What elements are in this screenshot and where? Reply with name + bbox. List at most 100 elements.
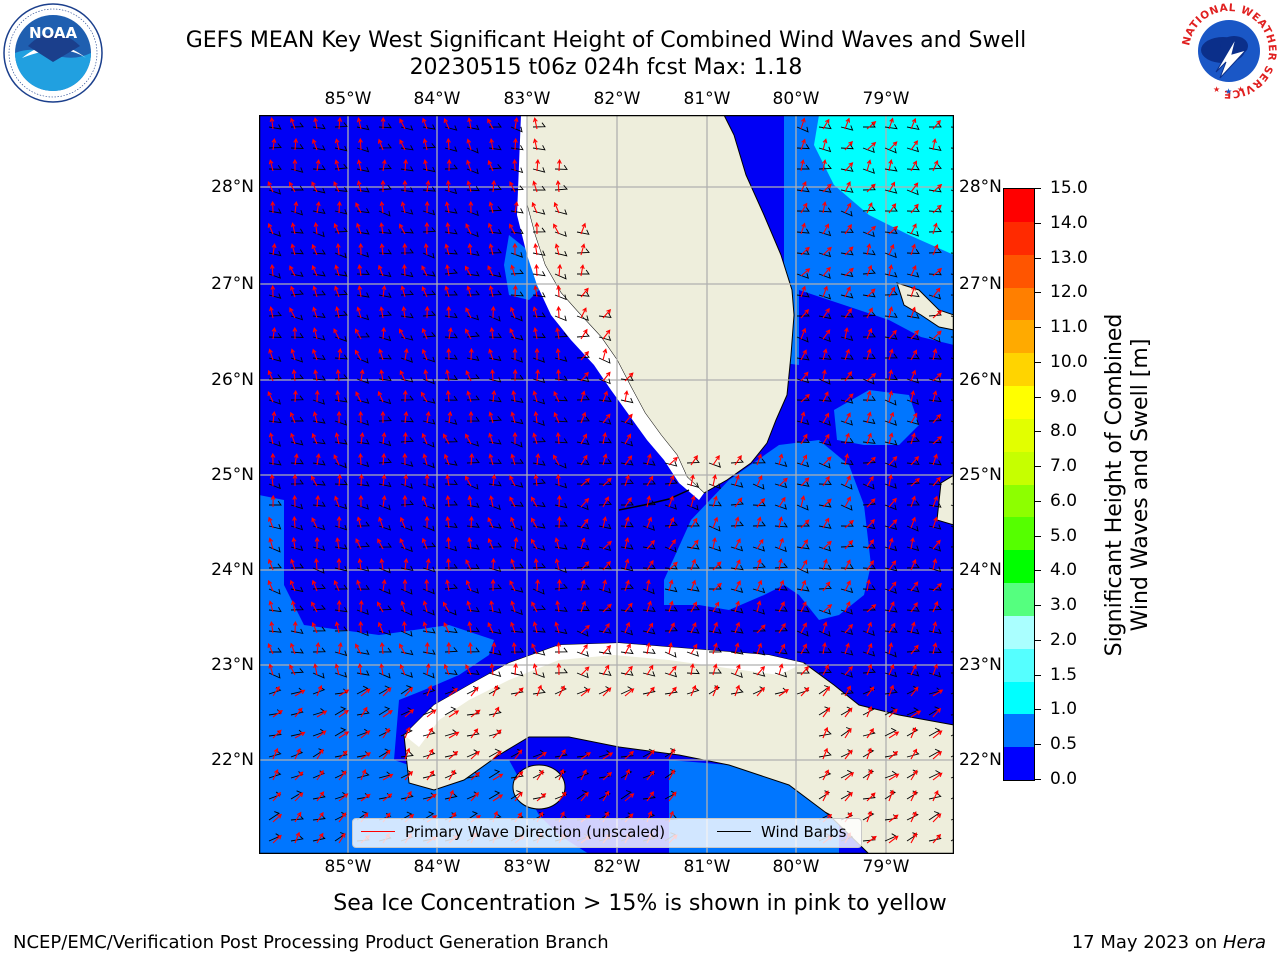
wave-arrow [267, 369, 274, 382]
wave-arrow [403, 410, 409, 424]
wind-barb [532, 501, 546, 508]
wind-barb [488, 748, 501, 758]
wind-barb [928, 187, 942, 193]
wave-arrow [910, 306, 916, 319]
wave-arrow [602, 432, 607, 445]
colorbar-segment [1004, 648, 1034, 682]
wind-barb [620, 584, 634, 590]
wave-arrow [734, 454, 742, 466]
wave-arrow [311, 181, 318, 193]
wave-arrow [844, 539, 854, 550]
wave-arrow [446, 305, 452, 319]
wave-arrow [292, 158, 298, 172]
wave-arrow [602, 644, 612, 655]
wave-arrow [932, 204, 942, 214]
wave-arrow [844, 202, 852, 214]
wave-arrow [315, 494, 321, 508]
wave-arrow [425, 410, 431, 424]
wave-arrow [712, 495, 718, 508]
wave-arrow [932, 119, 941, 130]
wave-arrow [888, 622, 896, 634]
wave-arrow [932, 390, 938, 403]
colorbar-tick-label: 7.0 [1050, 456, 1078, 477]
wave-arrow [624, 579, 630, 592]
wave-arrow [866, 141, 877, 151]
wave-arrow [844, 286, 851, 298]
wind-barb [290, 790, 303, 800]
wave-arrow [888, 684, 895, 697]
noaa-logo: NOAA [2, 2, 104, 104]
wind-barb [818, 609, 831, 615]
wave-arrow [382, 793, 393, 802]
wave-arrow [580, 624, 590, 634]
wave-arrow [382, 687, 392, 697]
wave-arrow [580, 791, 589, 802]
wave-arrow [646, 791, 655, 802]
wind-barb [862, 523, 876, 530]
wave-arrow [404, 726, 411, 739]
wind-barb [312, 584, 326, 590]
wave-arrow [488, 432, 494, 445]
wind-barb [554, 417, 568, 423]
wave-arrow [402, 242, 408, 256]
wave-arrow [800, 138, 806, 151]
wave-arrow [734, 663, 741, 676]
wave-arrow [624, 455, 633, 466]
wave-arrow [866, 159, 872, 172]
wind-barb [906, 769, 919, 779]
wave-arrow [382, 727, 390, 739]
wind-barb [796, 206, 810, 212]
wave-arrow [446, 347, 452, 361]
wind-barb [312, 249, 326, 255]
colorbar-tick-mark [1034, 292, 1041, 294]
wave-arrow [690, 579, 697, 592]
wave-arrow [646, 642, 651, 655]
wave-arrow [491, 179, 497, 193]
wave-arrow [668, 748, 675, 760]
wind-barb [488, 416, 502, 422]
wind-barb [312, 480, 326, 486]
wind-barb [884, 607, 898, 613]
wave-arrow [445, 494, 451, 508]
wave-arrow [910, 285, 916, 298]
wave-arrow [510, 264, 516, 277]
wave-arrow [382, 749, 391, 760]
wave-arrow [532, 306, 538, 319]
wind-barb [598, 606, 612, 612]
wave-arrow [492, 684, 499, 697]
wind-barb [774, 606, 788, 612]
wave-arrow [932, 287, 941, 298]
wind-barb [510, 228, 524, 234]
wind-barb [290, 122, 304, 128]
wave-arrow [381, 473, 387, 487]
wave-arrow [866, 373, 877, 382]
wave-arrow [490, 305, 496, 319]
wave-arrow [844, 371, 853, 382]
wave-arrow [272, 710, 283, 718]
wind-barb [928, 480, 942, 485]
wind-barb [752, 671, 766, 677]
wave-arrow [756, 558, 762, 571]
wave-arrow [535, 158, 541, 172]
wind-barb [576, 630, 589, 637]
wave-arrow [378, 516, 384, 529]
wave-arrow [315, 641, 321, 655]
wave-arrow [467, 242, 473, 256]
wave-arrow [270, 452, 276, 466]
wave-arrow [313, 221, 319, 235]
wind-barb [576, 353, 590, 359]
wave-arrow [271, 137, 277, 151]
wind-barb [466, 290, 480, 296]
wave-arrow [512, 158, 518, 172]
wave-arrow [844, 453, 850, 466]
lon-label-bottom: 80°W [772, 857, 820, 877]
wave-arrow [511, 389, 517, 403]
wind-barb [664, 748, 676, 758]
wind-barb [378, 706, 391, 716]
map-frame [259, 115, 954, 854]
wave-arrow [624, 372, 634, 382]
wind-barb [862, 668, 876, 674]
wave-arrow [580, 243, 586, 256]
wave-arrow [690, 517, 698, 529]
wave-arrow [379, 306, 385, 319]
